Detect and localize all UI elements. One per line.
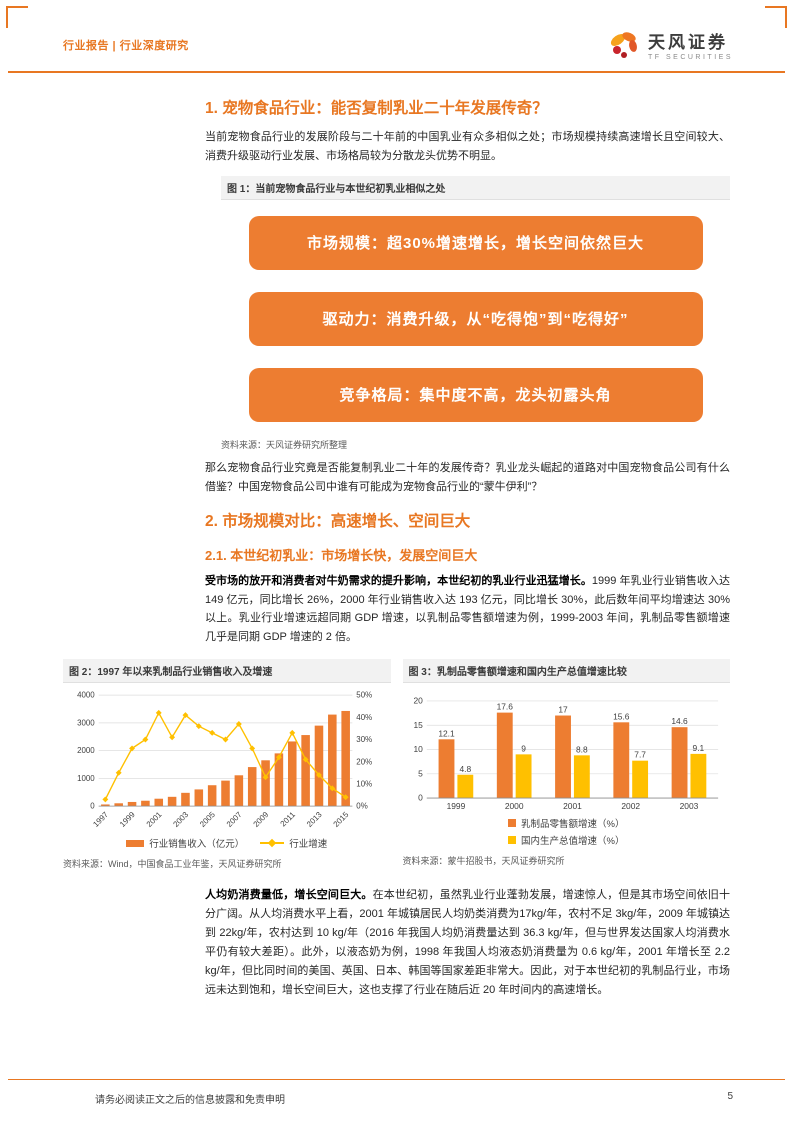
section1-title: 1. 宠物食品行业：能否复制乳业二十年发展传奇？ <box>205 100 548 117</box>
svg-text:12.1: 12.1 <box>438 729 455 739</box>
document-body: 1. 宠物食品行业：能否复制乳业二十年发展传奇？ 当前宠物食品行业的发展阶段与二… <box>63 84 730 1006</box>
figure3-caption: 图 3：乳制品零售额增速和国内生产总值增速比较 <box>402 659 730 684</box>
section2-1-title: 2.1. 本世纪初乳业：市场增长快，发展空间巨大 <box>205 547 478 563</box>
legend-item-sales: 行业销售收入（亿元） <box>126 836 244 850</box>
svg-text:2013: 2013 <box>305 810 324 829</box>
figure1-source: 资料来源：天风证券研究所整理 <box>221 439 348 450</box>
svg-text:40%: 40% <box>356 713 372 722</box>
svg-text:15.6: 15.6 <box>613 712 630 722</box>
svg-text:8.8: 8.8 <box>576 745 588 755</box>
figure2-legend: 行业销售收入（亿元） 行业增速 <box>63 836 391 850</box>
tf-securities-flower-icon <box>610 31 637 58</box>
bar-series-swatch <box>126 839 145 847</box>
section1-intro-paragraph: 当前宠物食品行业的发展阶段与二十年前的中国乳业有众多相似之处；市场规模持续高速增… <box>205 131 730 162</box>
brand-name: 天风证券 <box>647 33 728 52</box>
section2-paragraph2: 人均奶消费量低，增长空间巨大。在本世纪初，虽然乳业行业蓬勃发展，增速惊人，但是其… <box>205 886 730 999</box>
report-type-label: 行业报告 | 行业深度研究 <box>63 39 189 52</box>
page-corner-mark-top-left <box>6 6 28 28</box>
svg-text:2003: 2003 <box>679 801 698 811</box>
figure2-chart-svg: 0 1000 2000 3000 4000 0% 10% 20% 30% 40% 50% 1997 19… <box>77 691 372 829</box>
svg-text:9: 9 <box>521 744 526 754</box>
section1-question-paragraph: 那么宠物食品行业究竟是否能复制乳业二十年的发展传奇？乳业龙头崛起的道路对中国宠物… <box>205 461 730 493</box>
paragraph1-bold-lead: 受市场的放开和消费者对牛奶需求的提升影响，本世纪初的乳业行业迅猛增长。 <box>205 574 592 587</box>
header-divider <box>8 71 785 73</box>
figure2-block: 图 2：1997 年以来乳制品行业销售收入及增速 0 1000 2000 3000 40… <box>63 659 391 870</box>
figure3-legend: 乳制品零售额增速（%） 国内生产总值增速（%） <box>508 816 624 847</box>
brand-logo: 天风证券 TF SECURITIES <box>607 28 733 61</box>
figure2-caption: 图 2：1997 年以来乳制品行业销售收入及增速 <box>63 659 391 684</box>
svg-text:2015: 2015 <box>332 810 351 829</box>
svg-text:2007: 2007 <box>225 810 244 829</box>
gdp-series-swatch <box>508 836 517 845</box>
figure3-chart-svg: 0 5 10 15 20 12.1 4.8 1999 17.6 9 2000 17 8.8 2001 15.… <box>413 696 718 811</box>
svg-text:2002: 2002 <box>621 801 640 811</box>
svg-text:7.7: 7.7 <box>634 750 646 760</box>
legend-label-growth: 行业增速 <box>289 839 328 851</box>
diamond-marker-icon <box>268 839 277 848</box>
svg-text:20: 20 <box>413 696 423 706</box>
footer-disclaimer: 请务必阅读正文之后的信息披露和免责申明 <box>95 1095 285 1106</box>
svg-text:3000: 3000 <box>77 719 95 728</box>
svg-text:9.1: 9.1 <box>692 743 704 753</box>
svg-text:1997: 1997 <box>91 810 110 829</box>
svg-text:0: 0 <box>418 793 423 803</box>
svg-text:0: 0 <box>90 802 95 811</box>
svg-text:1000: 1000 <box>77 774 95 783</box>
legend-item-growth: 行业增速 <box>260 836 327 850</box>
svg-text:10%: 10% <box>356 780 372 789</box>
svg-text:30%: 30% <box>356 735 372 744</box>
legend-label-retail-growth: 乳制品零售额增速（%） <box>521 819 625 831</box>
svg-text:2005: 2005 <box>198 810 217 829</box>
retail-series-swatch <box>508 819 517 828</box>
figure1-caption: 图 1：当前宠物食品行业与本世纪初乳业相似之处 <box>221 175 730 200</box>
figure3-source: 资料来源：蒙牛招股书，天风证券研究所 <box>402 856 565 867</box>
svg-text:2009: 2009 <box>252 810 271 829</box>
paragraph1-body: 1999 年乳业行业销售收入达 149 亿元，同比增长 26%，2000 年行业… <box>205 574 730 644</box>
paragraph2-bold-lead: 人均奶消费量低，增长空间巨大。 <box>205 889 373 902</box>
svg-text:5: 5 <box>418 769 423 779</box>
page-corner-mark-top-right <box>765 6 787 28</box>
svg-text:17: 17 <box>558 705 568 715</box>
svg-text:10: 10 <box>413 744 423 754</box>
svg-text:2001: 2001 <box>563 801 582 811</box>
figure1-box-competition: 竞争格局：集中度不高，龙头初露头角 <box>248 367 703 422</box>
svg-text:14.6: 14.6 <box>671 716 688 726</box>
legend-label-sales: 行业销售收入（亿元） <box>149 839 245 851</box>
charts-row: 图 2：1997 年以来乳制品行业销售收入及增速 0 1000 2000 3000 40… <box>63 659 730 870</box>
brand-text: 天风证券 TF SECURITIES <box>648 28 733 61</box>
section2-title: 2. 市场规模对比：高速增长、空间巨大 <box>205 512 471 530</box>
svg-text:2011: 2011 <box>279 810 298 829</box>
figure1-box-market-size: 市场规模：超30%增速增长，增长空间依然巨大 <box>248 215 703 270</box>
svg-text:4000: 4000 <box>77 691 95 700</box>
svg-text:2003: 2003 <box>171 810 190 829</box>
figure1-block: 图 1：当前宠物食品行业与本世纪初乳业相似之处 市场规模：超30%增速增长，增长… <box>221 175 730 451</box>
svg-text:2000: 2000 <box>504 801 523 811</box>
page-footer: 请务必阅读正文之后的信息披露和免责申明 5 <box>95 1091 733 1106</box>
svg-text:15: 15 <box>413 720 423 730</box>
svg-text:4.8: 4.8 <box>459 764 471 774</box>
svg-text:2000: 2000 <box>77 746 95 755</box>
page-header: 行业报告 | 行业深度研究 天风证券 TF SECURITIES <box>63 28 733 61</box>
legend-item-retail-growth: 乳制品零售额增速（%） <box>508 816 624 830</box>
svg-text:20%: 20% <box>356 758 372 767</box>
legend-label-gdp-growth: 国内生产总值增速（%） <box>521 836 625 848</box>
legend-item-gdp-growth: 国内生产总值增速（%） <box>508 833 624 847</box>
svg-text:2001: 2001 <box>145 810 164 829</box>
page-number: 5 <box>727 1091 733 1102</box>
section2-paragraph1: 受市场的放开和消费者对牛奶需求的提升影响，本世纪初的乳业行业迅猛增长。1999 … <box>205 572 730 648</box>
figure3-block: 图 3：乳制品零售额增速和国内生产总值增速比较 0 5 10 15 20 12.1 4.8 1… <box>402 659 730 870</box>
line-series-marker <box>260 839 285 848</box>
brand-subtitle: TF SECURITIES <box>647 54 733 61</box>
svg-text:1999: 1999 <box>446 801 465 811</box>
figure2-source: 资料来源：Wind，中国食品工业年鉴，天风证券研究所 <box>63 859 282 870</box>
figure1-box-driver: 驱动力：消费升级，从“吃得饱”到“吃得好” <box>248 291 703 346</box>
svg-text:1999: 1999 <box>118 810 137 829</box>
svg-text:0%: 0% <box>356 802 367 811</box>
svg-text:50%: 50% <box>356 691 372 700</box>
paragraph2-body: 在本世纪初，虽然乳业行业蓬勃发展，增速惊人，但是其市场空间依旧十分广阔。从人均消… <box>205 889 730 996</box>
svg-text:17.6: 17.6 <box>496 702 513 712</box>
footer-divider <box>8 1078 785 1080</box>
